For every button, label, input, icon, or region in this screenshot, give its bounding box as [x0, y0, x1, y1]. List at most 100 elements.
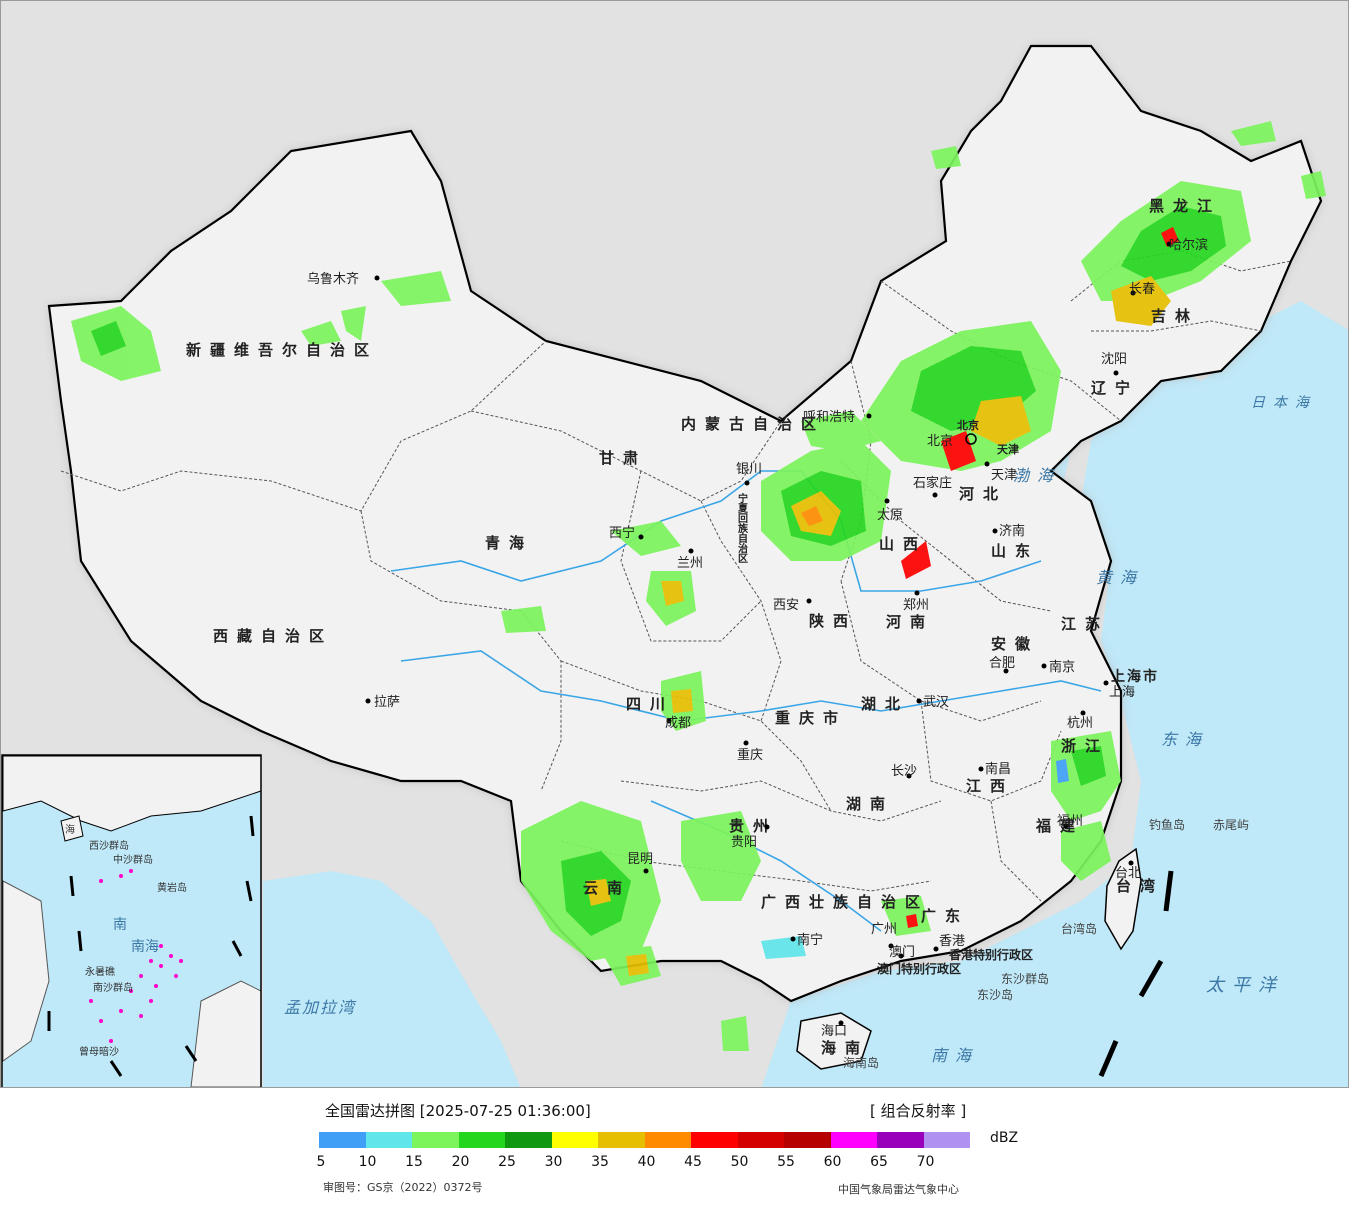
island-label: 台湾岛 — [1061, 921, 1097, 936]
agency-credit: 中国气象局雷达气象中心 — [838, 1183, 959, 1196]
city-label: 哈尔滨 — [1169, 237, 1208, 253]
province-label: 四川 — [626, 695, 674, 713]
province-label: 上海市 — [1111, 668, 1159, 685]
maritime-boundary-dashes — [1098, 870, 1174, 1077]
island-label: 东沙群岛 — [1001, 971, 1049, 986]
china-outline — [47, 44, 1323, 1003]
island-label: 赤尾屿 — [1213, 818, 1249, 832]
city-label: 兰州 — [677, 556, 703, 571]
province-label: 西藏自治区 — [213, 627, 333, 645]
city-label: 南宁 — [797, 932, 823, 948]
city-label: 银川 — [736, 462, 762, 477]
province-label: 广西壮族自治区 — [761, 893, 929, 911]
scale-swatch — [877, 1132, 924, 1148]
scale-swatch — [365, 1132, 412, 1148]
scale-tick: 55 — [777, 1154, 795, 1170]
scale-tick: 25 — [498, 1154, 516, 1170]
south-china-sea-inset — [1, 754, 262, 1087]
city-label: 台北 — [1115, 866, 1141, 881]
inset-label: 海 — [65, 823, 75, 836]
inset-label: 黄岩岛 — [157, 881, 187, 894]
province-label: 陕西 — [809, 612, 857, 630]
city-label: 天津 — [991, 468, 1017, 483]
scale-swatch — [505, 1132, 552, 1148]
scale-tick: 40 — [637, 1154, 656, 1170]
scale-swatch — [737, 1132, 784, 1148]
city-label: 西宁 — [609, 525, 635, 541]
city-label: 太原 — [877, 508, 903, 523]
scale-tick: 50 — [730, 1154, 749, 1170]
sea-label: 南海 — [931, 1046, 979, 1065]
inset-label: 南沙群岛 — [93, 981, 133, 994]
sea-label: 太平洋 — [1206, 975, 1284, 996]
scale-tick: 45 — [684, 1154, 702, 1170]
island-label: 东沙岛 — [977, 987, 1013, 1002]
city-label: 北京 — [927, 434, 953, 449]
sea-east — [761, 301, 1348, 1087]
province-label: 广东 — [921, 907, 969, 925]
sea-label: 孟加拉湾 — [284, 998, 357, 1017]
city-label: 贵阳 — [731, 835, 757, 850]
sea-bay-of-bengal — [263, 871, 521, 1087]
inset-label: 曾母暗沙 — [79, 1045, 119, 1058]
city-label: 广州 — [871, 922, 897, 937]
color-scale — [319, 1132, 970, 1148]
province-label: 重庆市 — [775, 709, 847, 727]
city-label: 昆明 — [627, 852, 653, 867]
sea-label: 渤海 — [1013, 466, 1061, 485]
city-label: 南京 — [1049, 659, 1075, 675]
city-label: 香港 — [939, 934, 965, 949]
sea-label: 日本海 — [1251, 395, 1317, 411]
province-label: 新疆维吾尔自治区 — [186, 341, 378, 359]
city-label: 沈阳 — [1101, 352, 1127, 367]
city-label: 乌鲁木齐 — [307, 271, 359, 287]
city-label: 南昌 — [985, 761, 1011, 777]
taiwan-island — [1104, 847, 1142, 951]
city-label: 重庆 — [737, 747, 763, 763]
sar-label: 澳门特别行政区 — [877, 961, 961, 976]
province-label: 江苏 — [1061, 615, 1109, 633]
island-label: 海南岛 — [843, 1055, 879, 1070]
city-label: 长沙 — [891, 764, 917, 779]
province-label: 山西 — [879, 535, 927, 553]
scale-swatch — [644, 1132, 691, 1148]
hainan-island — [796, 1012, 872, 1070]
radar-map[interactable]: 新疆维吾尔自治区 西藏自治区 青海 甘肃 内蒙古自治区 黑龙江 吉林 辽宁 河北… — [0, 0, 1349, 1088]
scale-swatch — [784, 1132, 831, 1148]
city-label: 澳门 — [889, 944, 915, 960]
city-label: 济南 — [999, 523, 1025, 539]
sea-label: 黄海 — [1096, 568, 1144, 587]
city-label: 呼和浩特 — [803, 410, 855, 425]
province-label: 青海 — [485, 534, 533, 552]
scale-tick: 15 — [405, 1154, 423, 1170]
scale-swatch — [412, 1132, 459, 1148]
scale-swatch — [319, 1132, 366, 1148]
sea-label: 东海 — [1161, 730, 1209, 749]
legend-unit: dBZ — [990, 1130, 1019, 1146]
inset-label: 西沙群岛 — [89, 839, 129, 852]
province-label: 云南 — [583, 879, 631, 897]
scale-tick: 30 — [544, 1154, 563, 1170]
province-label: 黑龙江 — [1149, 197, 1221, 215]
legend-panel: 全国雷达拼图 [2025-07-25 01:36:00] [ 组合反射率 ] d… — [0, 1088, 1349, 1208]
map-canvas: 新疆维吾尔自治区 西藏自治区 青海 甘肃 内蒙古自治区 黑龙江 吉林 辽宁 河北… — [1, 1, 1348, 1087]
inset-label: 中沙群岛 — [113, 853, 153, 866]
province-label: 湖南 — [846, 795, 894, 813]
scale-swatch — [458, 1132, 505, 1148]
scale-tick: 10 — [358, 1154, 377, 1170]
city-label: 拉萨 — [374, 695, 400, 710]
scale-swatch — [830, 1132, 877, 1148]
city-label: 海口 — [821, 1024, 847, 1039]
scale-ticks: 5 10 15 20 25 30 35 40 45 50 55 60 65 70 — [317, 1154, 979, 1174]
scale-tick: 65 — [870, 1154, 888, 1170]
province-label: 海南 — [821, 1039, 869, 1057]
scale-swatch — [551, 1132, 598, 1148]
province-label: 安徽 — [991, 635, 1039, 653]
city-label: 成都 — [665, 716, 691, 731]
city-label: 杭州 — [1067, 716, 1093, 731]
legend-product: [ 组合反射率 ] — [870, 1102, 967, 1120]
province-label: 宁夏回族自治区 — [736, 492, 749, 563]
province-label: 浙江 — [1061, 737, 1109, 755]
city-label: 长春 — [1129, 282, 1155, 297]
city-label: 武汉 — [923, 695, 949, 710]
